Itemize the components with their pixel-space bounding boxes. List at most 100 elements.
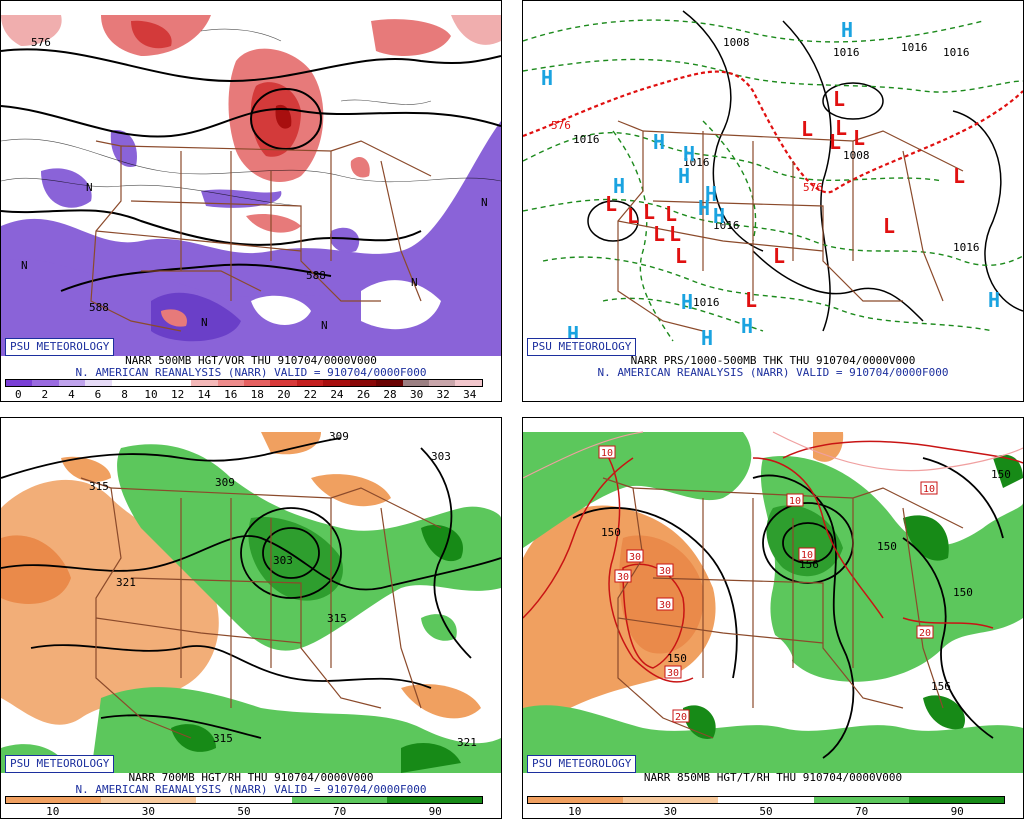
colorbar-label: 26 [356,388,371,401]
low-marker: L [883,214,895,238]
thickness-map: 1008 1016 1016 1016 1016 1016 1016 1016 … [523,1,1023,356]
isobar-label: 1016 [901,41,928,54]
colorbar-label: 50 [237,805,251,818]
colorbar-swatch [196,797,292,803]
colorbar-label: 22 [303,388,317,401]
contour-label: N [411,276,418,289]
temperature-label: 30 [629,552,641,563]
colorbar-label: 70 [854,805,869,818]
colorbar-label: 8 [121,388,128,401]
height-label: 150 [667,652,687,665]
colorbar-label: 90 [428,805,442,818]
humidity-700-map: 309 309 303 315 315 321 303 315 321 [1,418,501,773]
colorbar-label: 10 [144,388,158,401]
colorbar-label: 14 [197,388,211,401]
height-label: 156 [799,558,819,571]
height-label: 315 [89,480,109,493]
temperature-labels: 10 10 10 10 30 30 30 30 30 20 20 [598,445,938,723]
height-label: 156 [931,680,951,693]
vorticity-map: 576 588 588 N N N N N N [1,1,501,356]
temperature-label: 30 [617,572,629,583]
isobar-label: 1016 [683,156,710,169]
temperature-label: 30 [667,668,679,679]
low-marker: L [669,222,681,246]
colorbar-swatch [296,380,324,386]
isobar-label: 1016 [943,46,970,59]
contour-label: N [481,196,488,209]
panel-500mb-vorticity: 576 588 588 N N N N N N PSU METEOROLOGY … [0,0,502,402]
high-marker: H [701,326,713,350]
colorbar-swatch [323,380,350,386]
high-marker: H [698,196,710,220]
high-marker: H [683,142,695,166]
thickness-label: 576 [803,181,823,194]
colorbar-swatch [58,380,86,386]
low-marker: L [829,130,841,154]
contour-label: N [201,316,208,329]
contour-label: 576 [31,36,51,49]
height-label: 150 [877,540,897,553]
contour-labels: 576 588 588 N N N N N N [21,36,488,332]
high-marker: H [705,182,717,206]
height-label: 150 [953,586,973,599]
map-caption: NARR PRS/1000-500MB THK THU 910704/0000V… [630,354,916,367]
temperature-label: 30 [659,566,671,577]
height-label: 309 [329,430,349,443]
low-marker: L [653,222,665,246]
height-label: 315 [327,612,347,625]
high-marker: H [713,204,725,228]
psu-meteorology-badge: PSU METEOROLOGY [527,755,637,773]
map-subcaption: N. AMERICAN REANALYSIS (NARR) VALID = 91… [75,366,427,379]
height-label: 150 [991,468,1011,481]
colorbar-label: 16 [224,388,238,401]
colorbar-label: 70 [332,805,347,818]
psu-meteorology-badge: PSU METEOROLOGY [527,338,637,356]
temperature-label: 20 [675,712,687,723]
colorbar-label: 30 [663,805,678,818]
high-marker: H [613,174,625,198]
colorbar-label: 6 [94,388,102,401]
height-label: 303 [273,554,293,567]
contour-label: N [321,319,328,332]
humidity-colorbar [527,796,1005,804]
low-marker: L [605,192,617,216]
low-marker: L [801,117,813,141]
low-marker: L [627,204,639,228]
isobar-label: 1016 [713,219,740,232]
colorbar-label: 20 [277,388,291,401]
colorbar-swatch [386,797,483,803]
panel-700mb-humidity: 309 309 303 315 315 321 303 315 321 PSU … [0,417,502,819]
low-marker: L [745,288,757,312]
colorbar-label: 0 [14,388,22,401]
colorbar-swatch [291,797,387,803]
colorbar-label: 50 [759,805,773,818]
height-label: 315 [213,732,233,745]
contour-label: 588 [89,301,109,314]
height-label: 309 [215,476,235,489]
psu-meteorology-badge: PSU METEOROLOGY [5,338,115,356]
high-marker: H [841,18,853,42]
height-label: 303 [431,450,451,463]
colorbar-label: 30 [409,388,424,401]
height-label: 150 [601,526,621,539]
isobar-label: 1016 [573,133,600,146]
low-marker: L [853,126,865,150]
map-subcaption: N. AMERICAN REANALYSIS (NARR) VALID = 91… [75,783,427,796]
colorbar-label: 10 [568,805,582,818]
map-caption: NARR 700MB HGT/RH THU 910704/0000V000 [128,771,374,784]
temperature-label: 10 [801,550,813,561]
thickness-label: 576 [551,119,571,132]
colorbar-swatch [217,380,244,386]
isobar-labels: 1008 1016 1016 1016 1016 1016 1016 1016 … [551,36,980,309]
low-marker: L [835,116,847,140]
colorbar-label: 30 [141,805,156,818]
colorbar-swatch [349,380,377,386]
height-label: 321 [116,576,136,589]
temperature-label: 10 [923,484,935,495]
colorbar-swatch [6,380,33,386]
colorbar-label: 90 [950,805,964,818]
map-caption: NARR 850MB HGT/T/RH THU 910704/0000V000 [643,771,903,784]
high-marker: H [741,314,753,338]
height-label: 321 [457,736,477,749]
isobar-label: 1008 [843,149,870,162]
